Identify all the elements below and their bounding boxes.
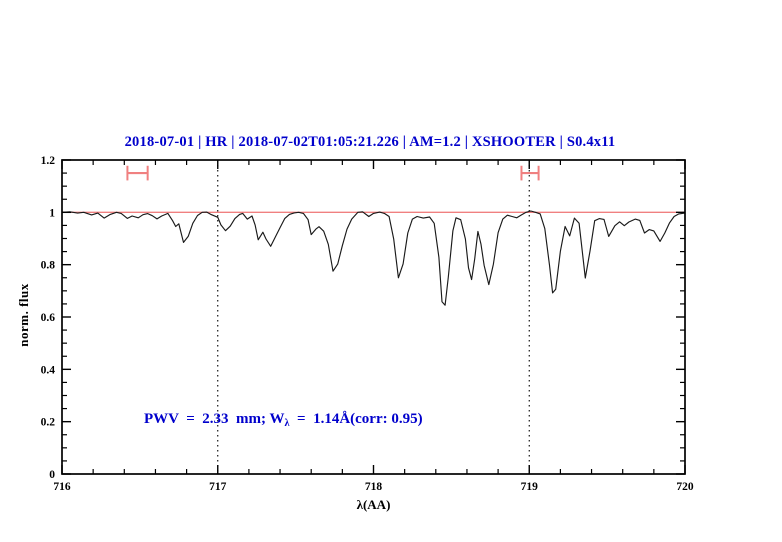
y-tick-label: 1.2 (41, 155, 56, 167)
x-tick-label: 716 (53, 481, 71, 493)
y-tick-label: 0 (49, 469, 55, 481)
y-axis-label: norm. flux (16, 283, 31, 347)
annotation-text: PWV = 2.33 mm; W (144, 411, 285, 427)
y-tick-label: 0.2 (41, 417, 56, 429)
x-axis-label: λ(AA) (356, 497, 391, 512)
y-tick-label: 1 (49, 207, 55, 219)
x-tick-label: 718 (365, 481, 383, 493)
x-tick-label: 719 (521, 481, 539, 493)
y-tick-label: 0.4 (41, 364, 56, 376)
y-tick-label: 0.6 (41, 312, 56, 324)
annotation-subscript: λ (284, 417, 290, 429)
pwv-annotation: PWV = 2.33 mm; Wλ = 1.14Å(corr: 0.95) (144, 411, 423, 429)
plot-title: 2018-07-01 | HR | 2018-07-02T01:05:21.22… (124, 134, 616, 150)
telluric-spectrum-line (61, 210, 686, 306)
x-tick-label: 717 (209, 481, 227, 493)
x-tick-label: 720 (676, 481, 694, 493)
annotation-text: = 1.14Å(corr: 0.95) (289, 411, 423, 427)
y-tick-label: 0.8 (41, 260, 56, 272)
